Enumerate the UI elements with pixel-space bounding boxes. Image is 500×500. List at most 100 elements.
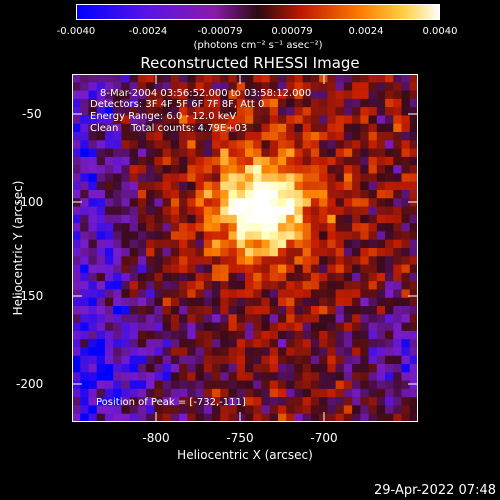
image-pixel — [236, 264, 246, 274]
image-pixel — [104, 132, 114, 141]
image-pixel — [121, 306, 131, 315]
image-pixel — [203, 322, 213, 332]
image-pixel — [376, 223, 386, 233]
image-pixel — [104, 339, 114, 349]
image-pixel — [137, 181, 147, 191]
image-pixel — [137, 223, 147, 233]
image-pixel — [146, 206, 155, 216]
image-pixel — [269, 98, 279, 108]
image-pixel — [376, 90, 386, 100]
image-pixel — [212, 264, 221, 274]
image-pixel — [96, 214, 106, 224]
image-pixel — [319, 364, 328, 373]
image-pixel — [343, 405, 353, 415]
image-pixel — [335, 347, 345, 357]
image-pixel — [393, 380, 403, 390]
image-pixel — [162, 140, 172, 150]
image-pixel — [96, 281, 106, 291]
image-pixel — [146, 148, 155, 158]
image-pixel — [96, 132, 106, 141]
image-pixel — [121, 148, 131, 158]
image-pixel — [80, 380, 90, 390]
image-pixel — [80, 347, 90, 357]
image-pixel — [104, 289, 114, 299]
image-pixel — [137, 115, 147, 125]
image-pixel — [220, 281, 230, 291]
image-pixel — [137, 173, 147, 183]
image-pixel — [96, 314, 106, 324]
image-pixel — [352, 289, 361, 299]
image-pixel — [96, 297, 106, 307]
image-pixel — [80, 165, 90, 175]
image-pixel — [393, 388, 403, 398]
image-pixel — [393, 413, 403, 422]
image-pixel — [236, 181, 246, 191]
image-pixel — [269, 289, 279, 299]
image-pixel — [220, 165, 230, 175]
image-pixel — [195, 264, 205, 274]
image-pixel — [277, 256, 287, 266]
image-pixel — [352, 148, 361, 158]
image-pixel — [80, 74, 90, 83]
image-pixel — [401, 397, 411, 407]
image-pixel — [360, 322, 370, 332]
image-pixel — [343, 123, 353, 133]
image-pixel — [310, 132, 320, 141]
image-pixel — [368, 306, 378, 315]
image-pixel — [236, 397, 246, 407]
image-pixel — [335, 148, 345, 158]
image-pixel — [245, 190, 254, 199]
image-pixel — [203, 98, 213, 108]
image-pixel — [170, 190, 180, 199]
image-pixel — [212, 306, 221, 315]
image-pixel — [236, 272, 246, 282]
image-pixel — [360, 198, 370, 208]
image-pixel — [203, 165, 213, 175]
image-pixel — [170, 413, 180, 422]
image-pixel — [352, 272, 361, 282]
image-pixel — [261, 156, 271, 166]
image-pixel — [286, 413, 296, 422]
image-pixel — [343, 206, 353, 216]
image-pixel — [368, 156, 378, 166]
image-pixel — [310, 380, 320, 390]
image-pixel — [146, 297, 155, 307]
image-pixel — [409, 347, 418, 357]
image-pixel — [335, 413, 345, 422]
image-pixel — [253, 165, 263, 175]
image-pixel — [253, 272, 263, 282]
image-pixel — [187, 330, 197, 340]
image-pixel — [385, 372, 394, 382]
image-pixel — [261, 306, 271, 315]
image-pixel — [310, 306, 320, 315]
image-pixel — [187, 306, 197, 315]
image-pixel — [310, 223, 320, 233]
image-pixel — [335, 405, 345, 415]
image-pixel — [212, 156, 221, 166]
image-pixel — [195, 231, 205, 241]
image-pixel — [88, 388, 98, 398]
image-pixel — [393, 248, 403, 257]
image-pixel — [360, 330, 370, 340]
image-pixel — [195, 190, 205, 199]
image-pixel — [72, 214, 81, 224]
image-pixel — [146, 347, 155, 357]
image-pixel — [96, 223, 106, 233]
image-pixel — [261, 90, 271, 100]
image-pixel — [121, 239, 131, 249]
image-pixel — [121, 256, 131, 266]
image-pixel — [376, 405, 386, 415]
image-pixel — [72, 347, 81, 357]
image-pixel — [286, 223, 296, 233]
image-pixel — [319, 115, 328, 125]
image-pixel — [137, 148, 147, 158]
image-pixel — [253, 132, 263, 141]
image-pixel — [302, 74, 312, 83]
image-pixel — [179, 248, 188, 257]
image-pixel — [393, 347, 403, 357]
image-pixel — [154, 239, 164, 249]
image-pixel — [269, 165, 279, 175]
image-pixel — [319, 90, 328, 100]
image-pixel — [129, 372, 139, 382]
image-pixel — [343, 156, 353, 166]
